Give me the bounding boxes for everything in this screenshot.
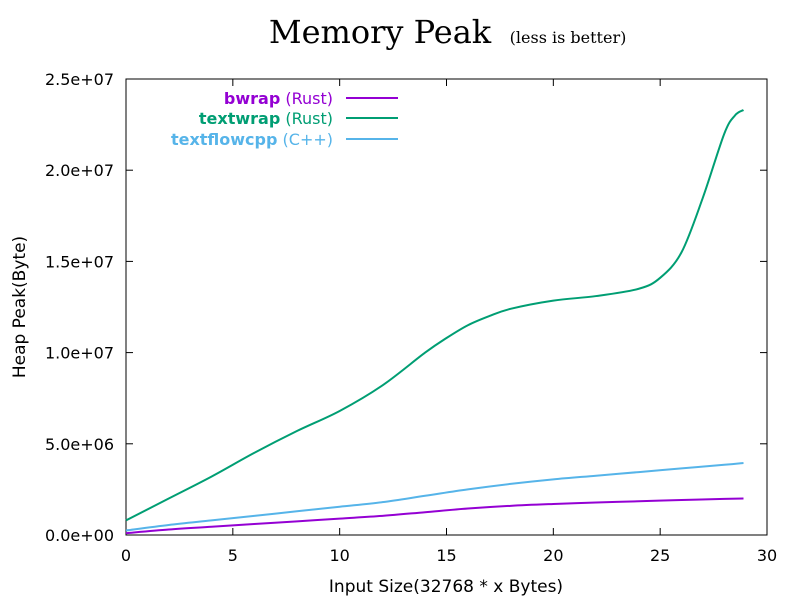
legend-entry-textwrap: textwrap (Rust) bbox=[199, 109, 398, 128]
legend-label: textflowcpp (C++) bbox=[171, 130, 333, 149]
x-tick-label: 5 bbox=[228, 546, 238, 565]
chart-subtitle: (less is better) bbox=[510, 28, 627, 47]
y-tick-label: 5.0e+06 bbox=[45, 435, 114, 454]
x-tick-label: 20 bbox=[543, 546, 563, 565]
y-tick-label: 2.0e+07 bbox=[45, 161, 114, 180]
legend-label: bwrap (Rust) bbox=[224, 89, 333, 108]
legend-series-name: textwrap bbox=[199, 109, 280, 128]
x-tick-label: 10 bbox=[329, 546, 349, 565]
legend-entry-textflowcpp: textflowcpp (C++) bbox=[171, 130, 398, 149]
series-line-bwrap bbox=[125, 497, 744, 535]
legend-series-name: bwrap bbox=[224, 89, 280, 108]
legend-series-name: textflowcpp bbox=[171, 130, 278, 149]
x-tick-label: 30 bbox=[757, 546, 777, 565]
x-tick-label: 0 bbox=[121, 546, 131, 565]
legend: bwrap (Rust)textwrap (Rust)textflowcpp (… bbox=[171, 89, 398, 149]
legend-series-lang: (Rust) bbox=[280, 89, 333, 108]
chart-title: Memory Peak bbox=[269, 13, 492, 51]
y-axis: 0.0e+00 5.0e+06 1.0e+07 1.5e+07 2.0e+07 2.5e+… bbox=[45, 70, 767, 545]
legend-series-lang: (C++) bbox=[277, 130, 333, 149]
y-axis-label: Heap Peak(Byte) bbox=[10, 236, 30, 378]
x-tick-label: 25 bbox=[650, 546, 670, 565]
legend-entry-bwrap: bwrap (Rust) bbox=[224, 89, 398, 108]
y-tick-label: 0.0e+00 bbox=[45, 526, 114, 545]
legend-label: textwrap (Rust) bbox=[199, 109, 333, 128]
legend-series-lang: (Rust) bbox=[280, 109, 333, 128]
series-line-textwrap bbox=[125, 109, 745, 522]
x-axis: 0 5 10 15 20 25 30 bbox=[121, 79, 777, 565]
x-tick-label: 15 bbox=[436, 546, 456, 565]
y-tick-label: 1.0e+07 bbox=[45, 344, 114, 363]
x-axis-label: Input Size(32768 * x Bytes) bbox=[329, 577, 563, 597]
y-tick-label: 2.5e+07 bbox=[45, 70, 114, 89]
series-line-textflowcpp bbox=[125, 461, 744, 532]
y-tick-label: 1.5e+07 bbox=[45, 252, 114, 271]
series-lines bbox=[125, 109, 745, 535]
